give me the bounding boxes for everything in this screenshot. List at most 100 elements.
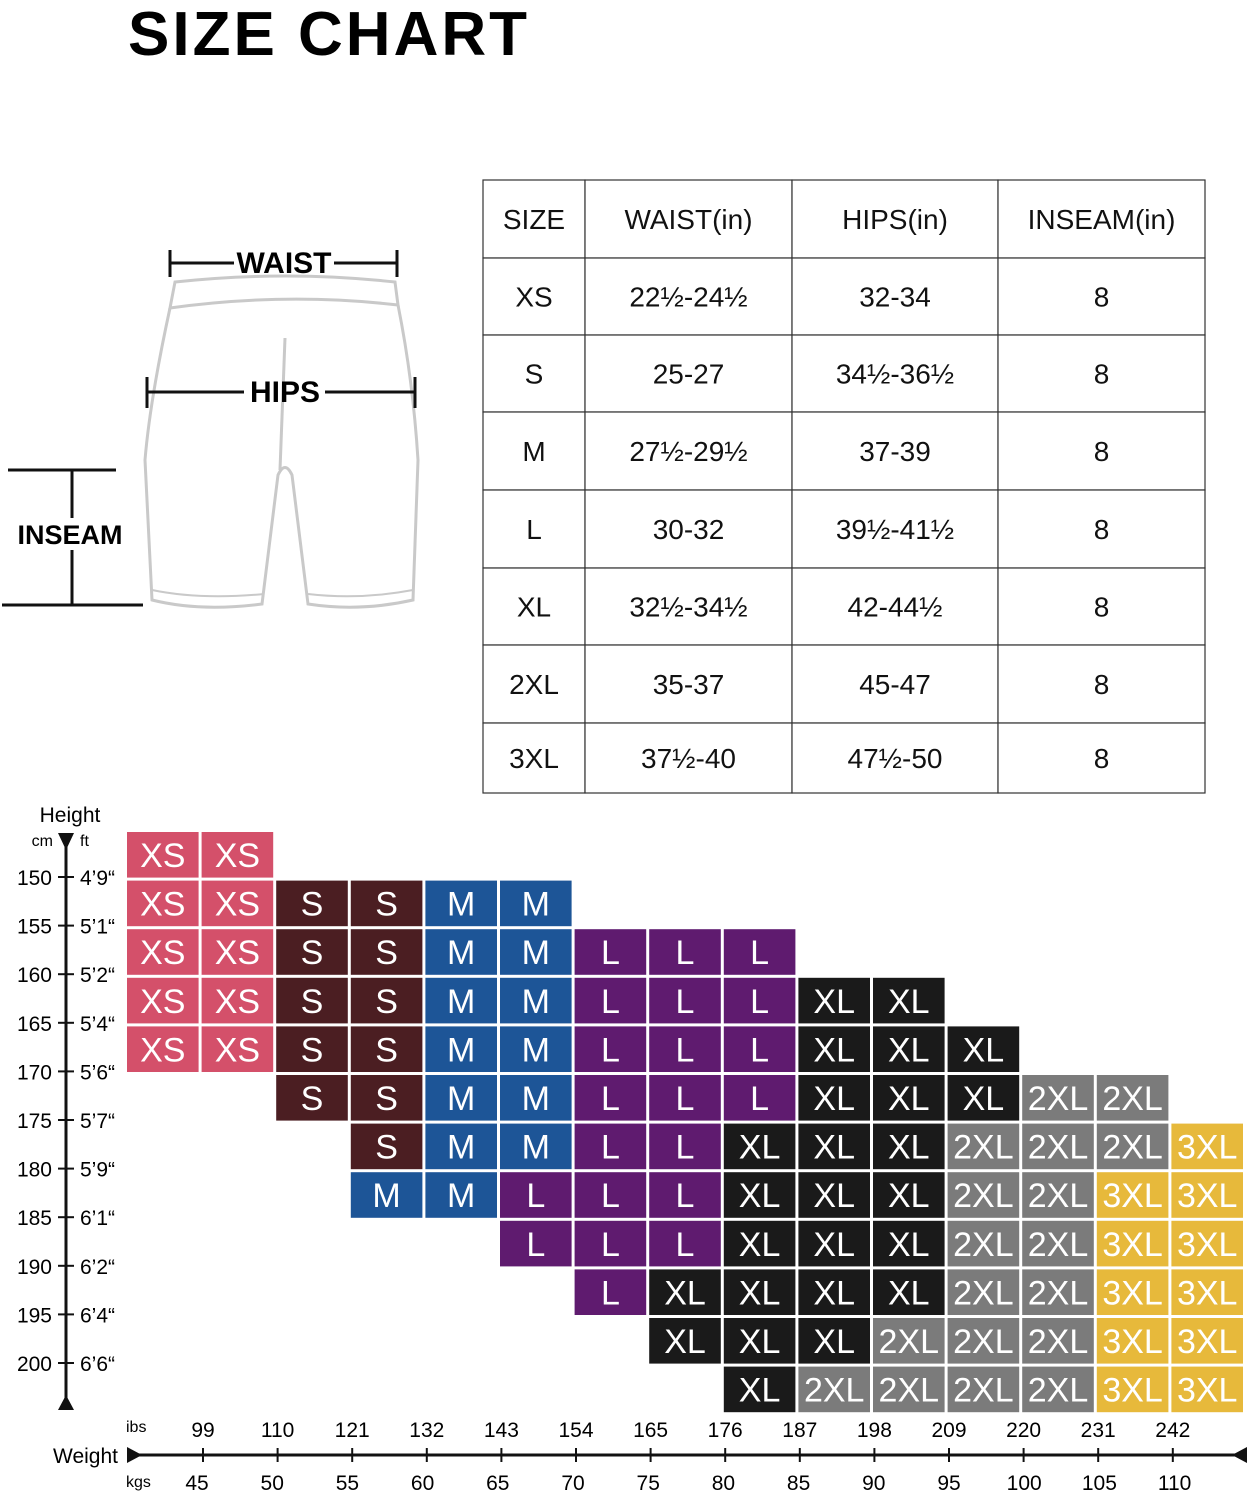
size-cell-label: XL (739, 1323, 781, 1361)
size-cell (574, 1220, 647, 1267)
size-cell (873, 1026, 945, 1072)
cell-text: 25-27 (653, 359, 725, 390)
cell-text: 47½-50 (848, 743, 943, 774)
cell-text: L (526, 514, 542, 545)
table-cell (997, 489, 1206, 569)
table-cell (584, 411, 793, 491)
size-cell-label: M (447, 1031, 475, 1069)
waist-label: WAIST (237, 247, 332, 280)
size-cell (201, 880, 274, 927)
measure-lines (2, 250, 417, 607)
size-cell-label: 3XL (1177, 1274, 1238, 1312)
size-cell-label: L (601, 1129, 620, 1167)
size-cell (1022, 1366, 1094, 1413)
size-cell (574, 1269, 647, 1315)
size-cell-label: XS (140, 934, 185, 972)
size-cell-label: XL (963, 1031, 1005, 1069)
title: SIZE CHART (128, 0, 530, 69)
ft-label: 5’6“ (80, 1061, 115, 1084)
size-cell (649, 1172, 721, 1218)
size-cell (425, 1075, 497, 1121)
size-cell (1096, 1269, 1169, 1315)
size-cell (947, 1123, 1020, 1170)
kgs-label: 65 (486, 1472, 509, 1495)
cm-label: 200 (17, 1353, 52, 1376)
size-cell (574, 977, 647, 1024)
size-cell-label: L (750, 1080, 769, 1118)
cm-label: 180 (17, 1159, 52, 1182)
table-cell (791, 334, 999, 413)
size-cell-label: 3XL (1177, 1129, 1238, 1167)
size-cell-label: L (601, 1080, 620, 1118)
cell-text: XS (515, 282, 552, 313)
size-cell (649, 929, 721, 975)
size-cell (425, 977, 497, 1024)
table-cell (482, 489, 586, 569)
size-cell (127, 1026, 199, 1072)
size-cell-label: M (372, 1177, 400, 1215)
size-cell (276, 977, 348, 1024)
size-cell (500, 880, 572, 927)
size-cell (276, 1026, 348, 1072)
size-cell (350, 1172, 423, 1218)
size-cell-label: 3XL (1102, 1323, 1163, 1361)
cell-text: 42-44½ (848, 592, 943, 623)
table-cell (584, 489, 793, 569)
size-cell-label: S (375, 983, 398, 1021)
cell-text: 32-34 (859, 282, 931, 313)
size-cell (947, 1366, 1020, 1413)
cm-label: 195 (17, 1304, 52, 1327)
table-cell (997, 567, 1206, 646)
size-cell-label: M (447, 1129, 475, 1167)
lbs-label: 209 (931, 1419, 966, 1442)
size-cell (798, 1269, 870, 1315)
lbs-label: 165 (633, 1419, 668, 1442)
size-cell (649, 1075, 721, 1121)
header-text: WAIST(in) (624, 204, 752, 235)
size-cell (1171, 1123, 1243, 1170)
size-cell (500, 1123, 572, 1170)
header-cell (997, 179, 1206, 259)
size-cell-label: 2XL (953, 1129, 1014, 1167)
size-cell-label: L (676, 1177, 695, 1215)
kgs-unit: kgs (126, 1474, 151, 1491)
size-cell-label: L (601, 1226, 620, 1264)
size-cell-label: XL (813, 1177, 855, 1215)
kgs-label: 55 (336, 1472, 359, 1495)
cell-text: 8 (1094, 282, 1110, 313)
size-cell (574, 1075, 647, 1121)
size-cell (350, 1075, 423, 1121)
cell-text: 32½-34½ (629, 592, 747, 623)
size-cell-label: M (447, 886, 475, 924)
size-cell-label: L (676, 1031, 695, 1069)
size-cell-label: M (522, 1129, 550, 1167)
size-cell (1171, 1220, 1243, 1267)
size-cell-label: XL (813, 983, 855, 1021)
size-cell (873, 1172, 945, 1218)
size-cell (574, 1172, 647, 1218)
size-cell (723, 1075, 796, 1121)
size-cell (350, 977, 423, 1024)
size-cell (500, 929, 572, 975)
ft-label: 4’9“ (80, 867, 115, 890)
table-cell (997, 411, 1206, 491)
size-cell-label: XS (215, 886, 260, 924)
lbs-label: 176 (708, 1419, 743, 1442)
size-cell (1171, 1318, 1243, 1364)
size-cell (1171, 1172, 1243, 1218)
lbs-label: 187 (782, 1419, 817, 1442)
size-cell-label: XL (739, 1372, 781, 1410)
size-cell (723, 929, 796, 975)
size-cell (1022, 1172, 1094, 1218)
size-cell-label: XS (215, 934, 260, 972)
size-cell-label: XL (813, 1226, 855, 1264)
table-cell (584, 722, 793, 794)
size-cell (1096, 1220, 1169, 1267)
size-cell (425, 1026, 497, 1072)
size-cell-label: L (676, 983, 695, 1021)
size-cell (574, 1123, 647, 1170)
size-cell (574, 929, 647, 975)
size-cell-label: 2XL (879, 1323, 940, 1361)
size-cell (1096, 1075, 1169, 1121)
size-cell (1096, 1318, 1169, 1364)
